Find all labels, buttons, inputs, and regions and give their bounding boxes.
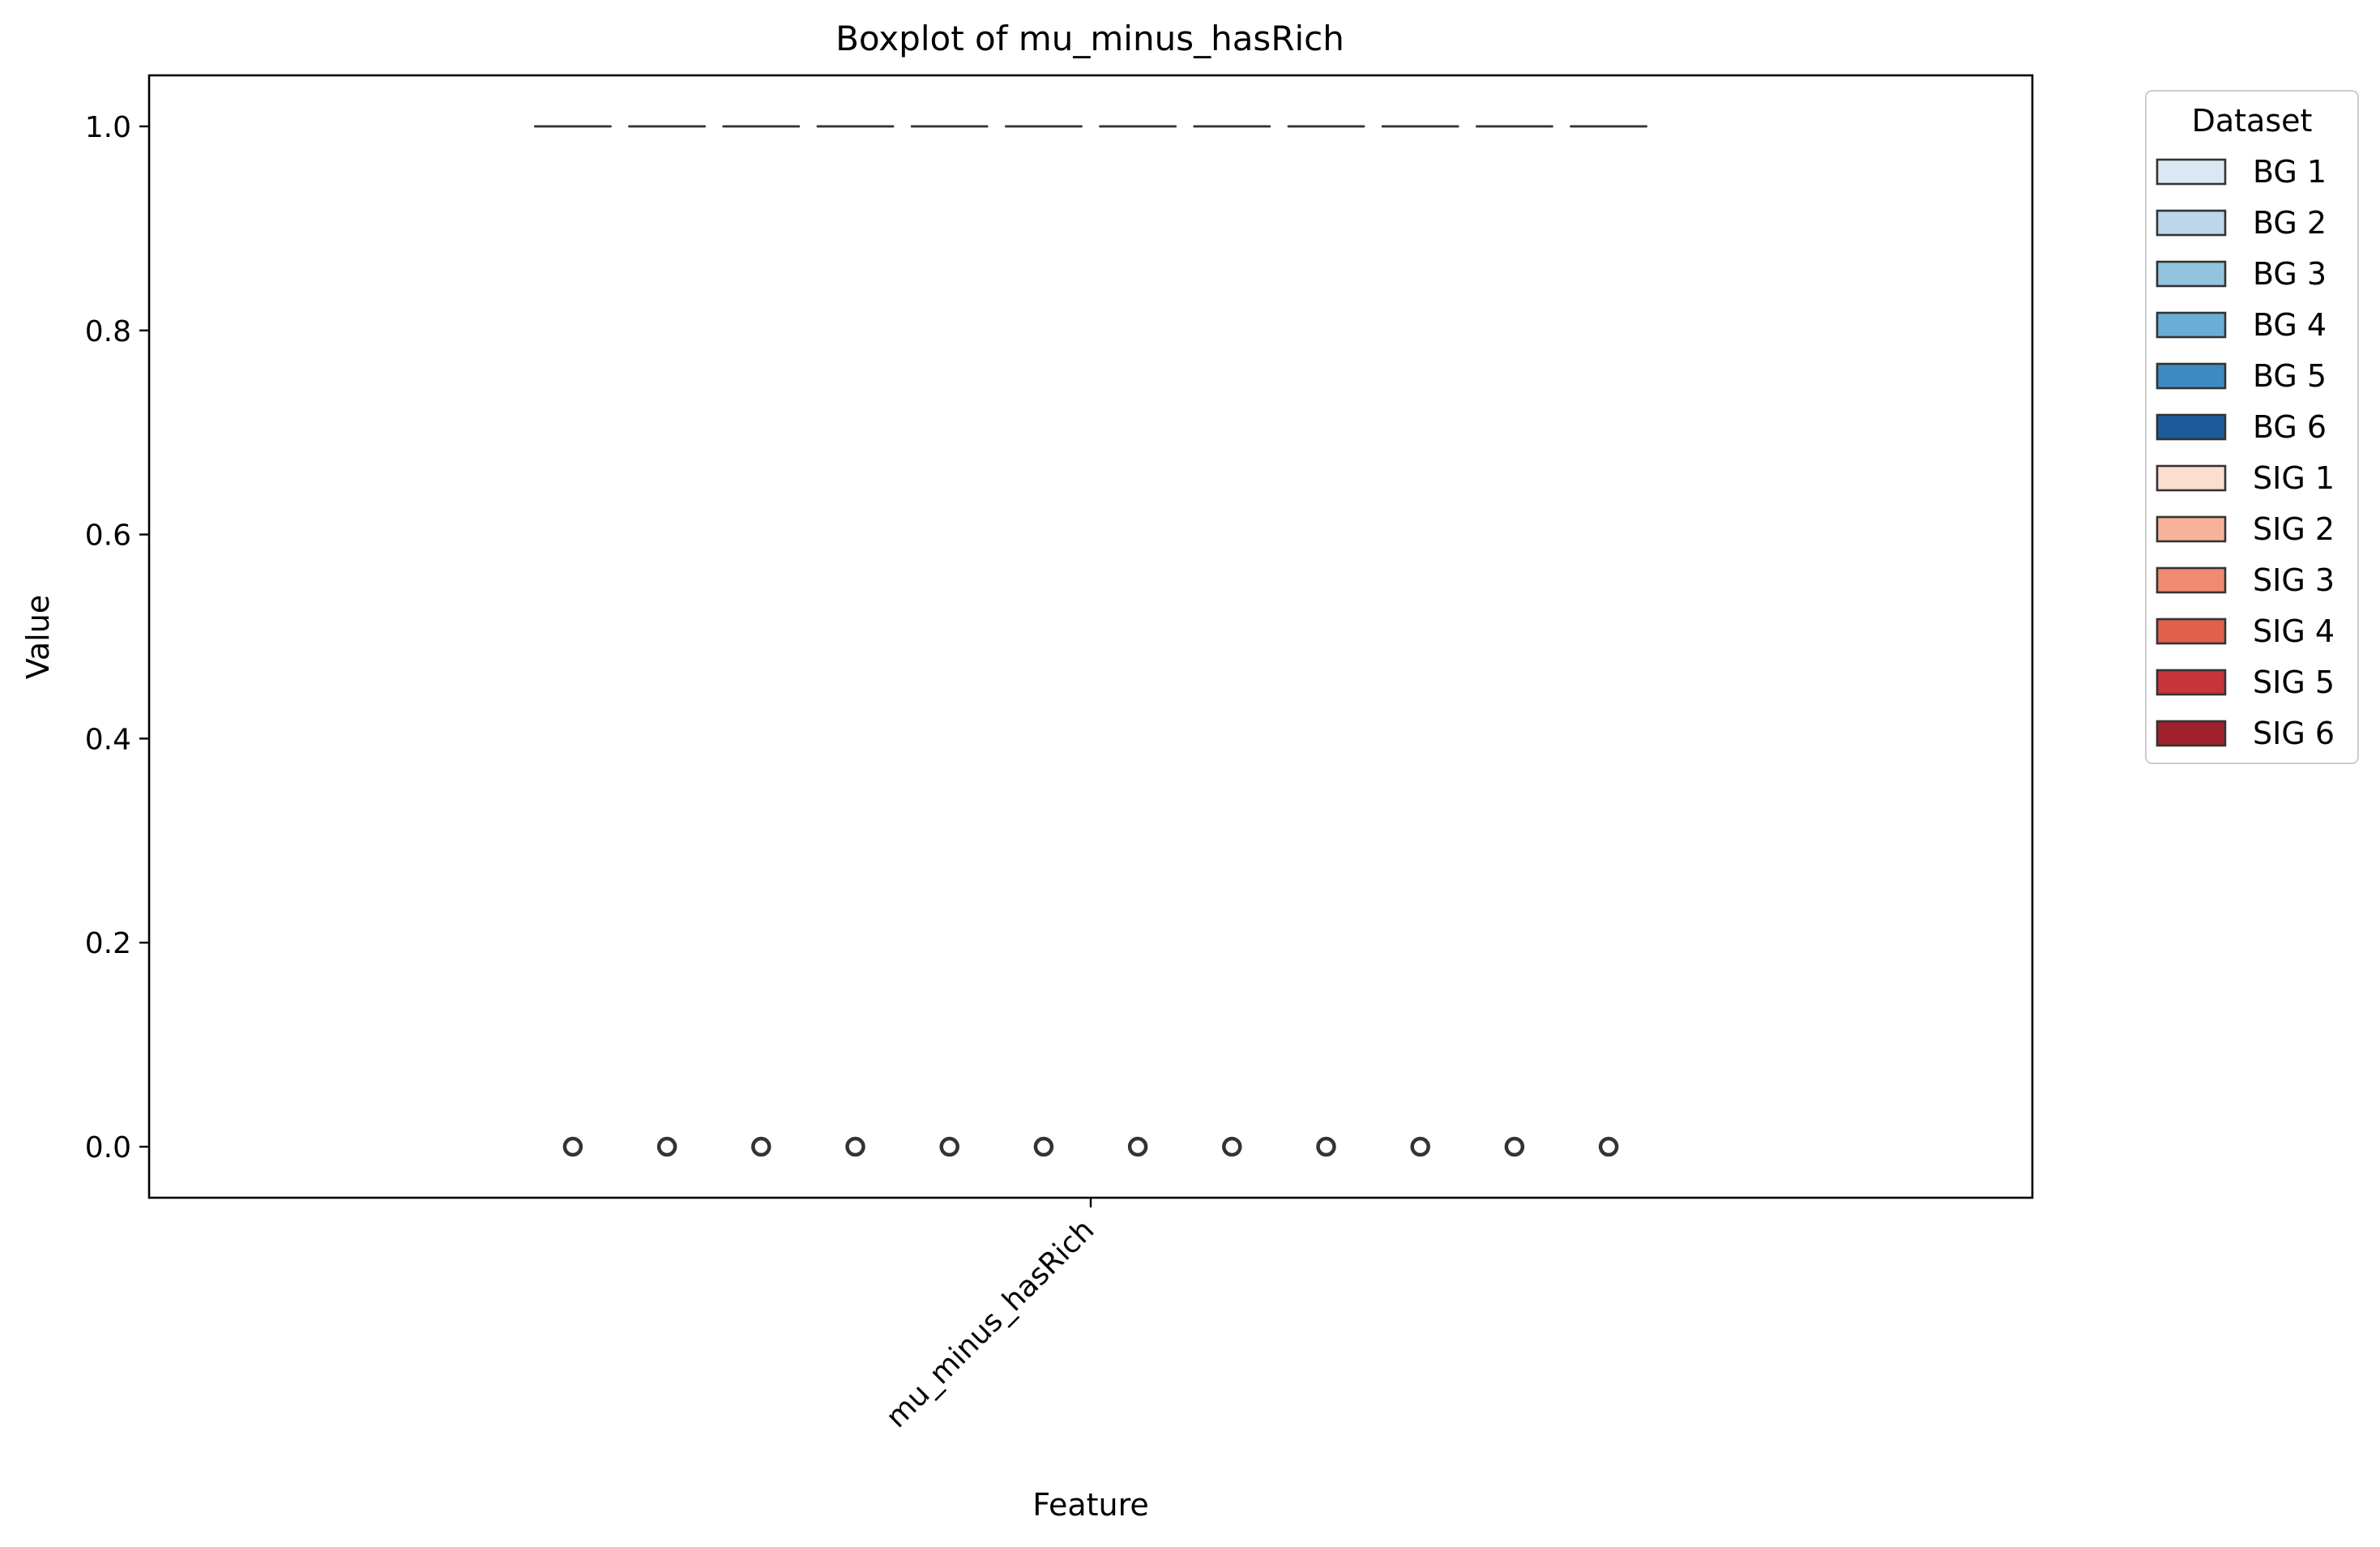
legend-swatch — [2156, 720, 2227, 747]
box-sig-3 — [1287, 125, 1365, 1157]
legend-item: BG 6 — [2156, 409, 2327, 445]
outlier-point — [845, 1136, 865, 1157]
legend-item: SIG 3 — [2156, 562, 2335, 598]
box-sig-2 — [1193, 125, 1271, 1157]
outlier-point — [1410, 1136, 1430, 1157]
legend-swatch — [2156, 566, 2227, 594]
legend-label: BG 2 — [2253, 205, 2327, 241]
box-bg-3 — [722, 125, 801, 1157]
outlier-point — [939, 1136, 959, 1157]
box-sig-1 — [1099, 125, 1177, 1157]
legend-label: SIG 5 — [2253, 665, 2335, 700]
legend-item: SIG 2 — [2156, 511, 2335, 547]
x-axis-label: Feature — [1032, 1487, 1149, 1523]
legend-label: SIG 1 — [2253, 460, 2335, 496]
legend-label: SIG 3 — [2253, 562, 2335, 598]
y-tick-label: 1.0 — [85, 111, 131, 144]
outlier-point — [656, 1136, 677, 1157]
legend-item: BG 2 — [2156, 205, 2327, 241]
legend-label: SIG 4 — [2253, 613, 2335, 649]
legend-label: BG 5 — [2253, 358, 2327, 394]
legend-label: BG 1 — [2253, 154, 2327, 190]
box-bg-2 — [628, 125, 706, 1157]
plot-area — [534, 125, 1647, 1157]
box-bg-5 — [910, 125, 989, 1157]
y-tick-label: 0.4 — [85, 723, 131, 756]
legend-frame — [2145, 90, 2359, 764]
legend-swatch — [2156, 515, 2227, 543]
legend-swatch — [2156, 158, 2227, 186]
legend-item: SIG 6 — [2156, 716, 2335, 751]
legend-item: BG 4 — [2156, 307, 2327, 343]
box-bg-6 — [1005, 125, 1083, 1157]
legend-title: Dataset — [2192, 103, 2313, 139]
legend-swatch — [2156, 260, 2227, 288]
box-sig-4 — [1381, 125, 1459, 1157]
y-tick-label: 0.0 — [85, 1131, 131, 1165]
legend-label: BG 4 — [2253, 307, 2327, 343]
legend-item: SIG 4 — [2156, 613, 2335, 649]
y-tick-label: 0.8 — [85, 315, 131, 348]
outlier-point — [1504, 1136, 1525, 1157]
legend-items: BG 1 BG 2 BG 3 BG 4 BG 5 BG 6 SIG 1 SIG 2 SIG 3 S… — [2156, 154, 2335, 751]
legend-swatch — [2156, 209, 2227, 237]
box-bg-1 — [534, 125, 612, 1157]
legend-item: SIG 1 — [2156, 460, 2335, 496]
y-axis-label: Value — [20, 595, 56, 679]
legend-swatch — [2156, 362, 2227, 390]
legend-item: BG 1 — [2156, 154, 2327, 190]
legend-swatch — [2156, 618, 2227, 645]
legend-item: BG 5 — [2156, 358, 2327, 394]
box-bg-4 — [816, 125, 895, 1157]
legend-label: SIG 6 — [2253, 716, 2335, 751]
outlier-point — [1598, 1136, 1619, 1157]
outlier-point — [1033, 1136, 1054, 1157]
outlier-point — [562, 1136, 583, 1157]
legend-swatch — [2156, 413, 2227, 441]
box-sig-6 — [1570, 125, 1647, 1157]
legend-swatch — [2156, 669, 2227, 696]
chart-title: Boxplot of mu_minus_hasRich — [835, 19, 1344, 58]
legend-swatch — [2156, 464, 2227, 492]
legend-item: BG 3 — [2156, 256, 2327, 292]
y-tick-label: 0.2 — [85, 927, 131, 960]
legend-label: BG 3 — [2253, 256, 2327, 292]
y-axis: 0.0 0.2 0.4 0.6 0.8 1.0 — [85, 111, 149, 1165]
legend-label: BG 6 — [2253, 409, 2327, 445]
outlier-point — [1316, 1136, 1336, 1157]
outlier-point — [1127, 1136, 1148, 1157]
legend-label: SIG 2 — [2253, 511, 2335, 547]
y-tick-label: 0.6 — [85, 519, 131, 553]
outlier-point — [751, 1136, 771, 1157]
box-sig-5 — [1476, 125, 1553, 1157]
legend-swatch — [2156, 311, 2227, 339]
legend: Dataset BG 1 BG 2 BG 3 BG 4 BG 5 BG 6 SIG 1 SIG… — [2145, 90, 2359, 764]
legend-item: SIG 5 — [2156, 665, 2335, 700]
outlier-point — [1222, 1136, 1242, 1157]
